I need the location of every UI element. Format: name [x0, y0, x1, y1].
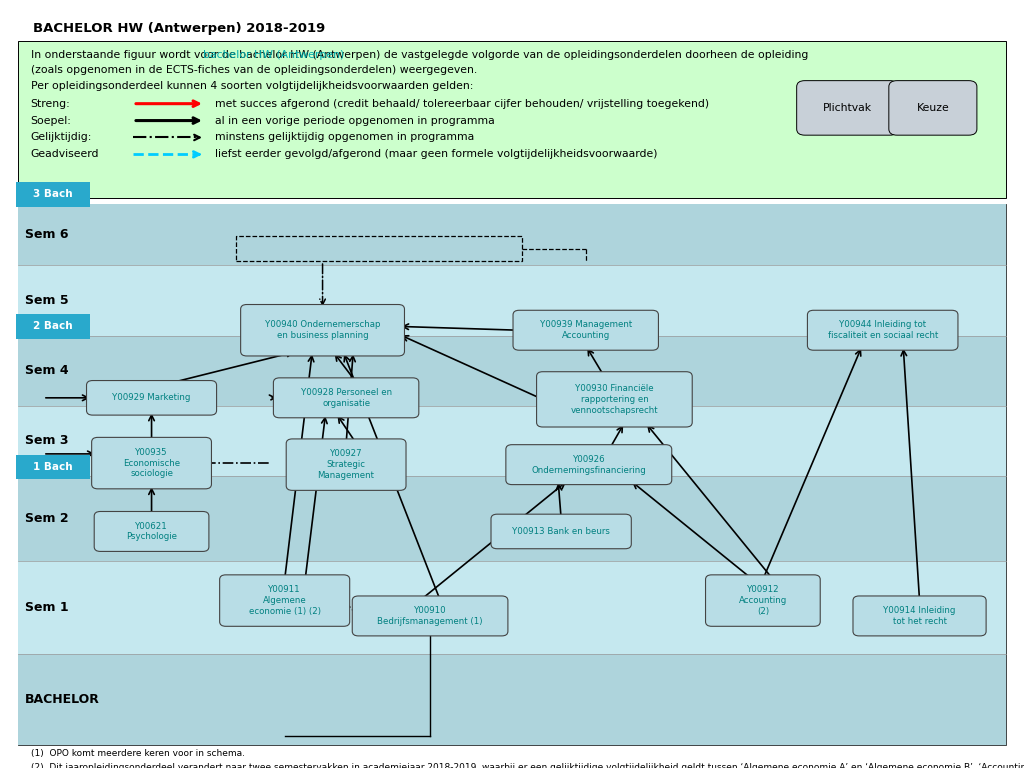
- Text: Keuze: Keuze: [916, 103, 949, 113]
- Text: Geadviseerd: Geadviseerd: [31, 149, 99, 160]
- Text: Y00913 Bank en beurs: Y00913 Bank en beurs: [512, 527, 610, 536]
- Text: (zoals opgenomen in de ECTS-fiches van de opleidingsonderdelen) weergegeven.: (zoals opgenomen in de ECTS-fiches van d…: [31, 65, 477, 75]
- Text: al in een vorige periode opgenomen in programma: al in een vorige periode opgenomen in pr…: [215, 115, 495, 126]
- FancyBboxPatch shape: [16, 314, 90, 339]
- Text: Sem 1: Sem 1: [25, 601, 69, 614]
- FancyBboxPatch shape: [94, 511, 209, 551]
- Text: 3 Bach: 3 Bach: [34, 189, 73, 200]
- Text: bachelor HW (Antwerpen): bachelor HW (Antwerpen): [203, 50, 344, 60]
- FancyBboxPatch shape: [92, 438, 211, 489]
- Text: Y00927
Strategic
Management: Y00927 Strategic Management: [317, 449, 375, 480]
- FancyBboxPatch shape: [16, 455, 90, 479]
- Text: Gelijktijdig:: Gelijktijdig:: [31, 132, 92, 143]
- Text: Y00935
Economische
sociologie: Y00935 Economische sociologie: [123, 448, 180, 478]
- Text: Y00940 Ondernemerschap
en business planning: Y00940 Ondernemerschap en business plann…: [265, 320, 380, 340]
- FancyBboxPatch shape: [537, 372, 692, 427]
- Text: minstens gelijktijdig opgenomen in programma: minstens gelijktijdig opgenomen in progr…: [215, 132, 474, 143]
- FancyBboxPatch shape: [853, 596, 986, 636]
- FancyBboxPatch shape: [18, 406, 1006, 476]
- Text: Plichtvak: Plichtvak: [823, 103, 871, 113]
- Text: Streng:: Streng:: [31, 98, 71, 109]
- Text: Y00939 Management
Accounting: Y00939 Management Accounting: [540, 320, 632, 340]
- FancyBboxPatch shape: [86, 381, 217, 415]
- Text: In onderstaande figuur wordt voor de bachelor HW (Antwerpen) de vastgelegde volg: In onderstaande figuur wordt voor de bac…: [31, 50, 808, 60]
- FancyBboxPatch shape: [18, 476, 1006, 561]
- Text: Y00621
Psychologie: Y00621 Psychologie: [126, 521, 177, 541]
- FancyBboxPatch shape: [889, 81, 977, 135]
- Text: Y00911
Algemene
economie (1) (2): Y00911 Algemene economie (1) (2): [249, 585, 321, 616]
- FancyBboxPatch shape: [492, 515, 631, 548]
- Text: BACHELOR HW (Antwerpen) 2018-2019: BACHELOR HW (Antwerpen) 2018-2019: [33, 22, 325, 35]
- FancyBboxPatch shape: [18, 204, 1006, 265]
- Text: met succes afgerond (credit behaald/ tolereerbaar cijfer behouden/ vrijstelling : met succes afgerond (credit behaald/ tol…: [215, 98, 710, 109]
- FancyBboxPatch shape: [513, 310, 658, 350]
- Text: Y00929 Marketing: Y00929 Marketing: [113, 393, 190, 402]
- FancyBboxPatch shape: [797, 81, 898, 135]
- FancyBboxPatch shape: [220, 574, 350, 627]
- Text: Y00910
Bedrijfsmanagement (1): Y00910 Bedrijfsmanagement (1): [377, 606, 483, 626]
- Text: Sem 6: Sem 6: [25, 228, 68, 240]
- FancyBboxPatch shape: [706, 574, 820, 627]
- FancyBboxPatch shape: [18, 204, 1006, 745]
- Text: 1 Bach: 1 Bach: [34, 462, 73, 472]
- Text: Y00944 Inleiding tot
fiscaliteit en sociaal recht: Y00944 Inleiding tot fiscaliteit en soci…: [827, 320, 938, 340]
- Text: BACHELOR: BACHELOR: [25, 694, 99, 706]
- FancyBboxPatch shape: [506, 445, 672, 485]
- FancyBboxPatch shape: [16, 182, 90, 207]
- Text: Sem 5: Sem 5: [25, 294, 69, 306]
- Text: Sem 2: Sem 2: [25, 512, 69, 525]
- Text: Y00930 Financiële
rapportering en
vennootschapsrecht: Y00930 Financiële rapportering en vennoo…: [570, 384, 658, 415]
- FancyBboxPatch shape: [241, 305, 404, 356]
- Text: Sem 4: Sem 4: [25, 364, 69, 377]
- FancyBboxPatch shape: [273, 378, 419, 418]
- FancyBboxPatch shape: [352, 596, 508, 636]
- FancyBboxPatch shape: [18, 265, 1006, 336]
- FancyBboxPatch shape: [807, 310, 958, 350]
- Text: liefst eerder gevolgd/afgerond (maar geen formele volgtijdelijkheidsvoorwaarde): liefst eerder gevolgd/afgerond (maar gee…: [215, 149, 657, 160]
- Text: Y00928 Personeel en
organisatie: Y00928 Personeel en organisatie: [301, 388, 391, 408]
- Text: Y00912
Accounting
(2): Y00912 Accounting (2): [738, 585, 787, 616]
- FancyBboxPatch shape: [287, 439, 406, 491]
- FancyBboxPatch shape: [18, 41, 1006, 198]
- Text: Y00914 Inleiding
tot het recht: Y00914 Inleiding tot het recht: [884, 606, 955, 626]
- Text: 2 Bach: 2 Bach: [34, 321, 73, 332]
- Text: Soepel:: Soepel:: [31, 115, 72, 126]
- FancyBboxPatch shape: [18, 654, 1006, 745]
- Text: Per opleidingsonderdeel kunnen 4 soorten volgtijdelijkheidsvoorwaarden gelden:: Per opleidingsonderdeel kunnen 4 soorten…: [31, 81, 473, 91]
- FancyBboxPatch shape: [18, 336, 1006, 406]
- Text: Sem 3: Sem 3: [25, 435, 68, 447]
- Text: Y00926
Ondernemingsfinanciering: Y00926 Ondernemingsfinanciering: [531, 455, 646, 475]
- FancyBboxPatch shape: [18, 561, 1006, 654]
- Text: (2)  Dit jaaropleidingsonderdeel verandert naar twee semestervakken in academiej: (2) Dit jaaropleidingsonderdeel verander…: [31, 763, 1024, 768]
- Text: (1)  OPO komt meerdere keren voor in schema.: (1) OPO komt meerdere keren voor in sche…: [31, 749, 245, 758]
